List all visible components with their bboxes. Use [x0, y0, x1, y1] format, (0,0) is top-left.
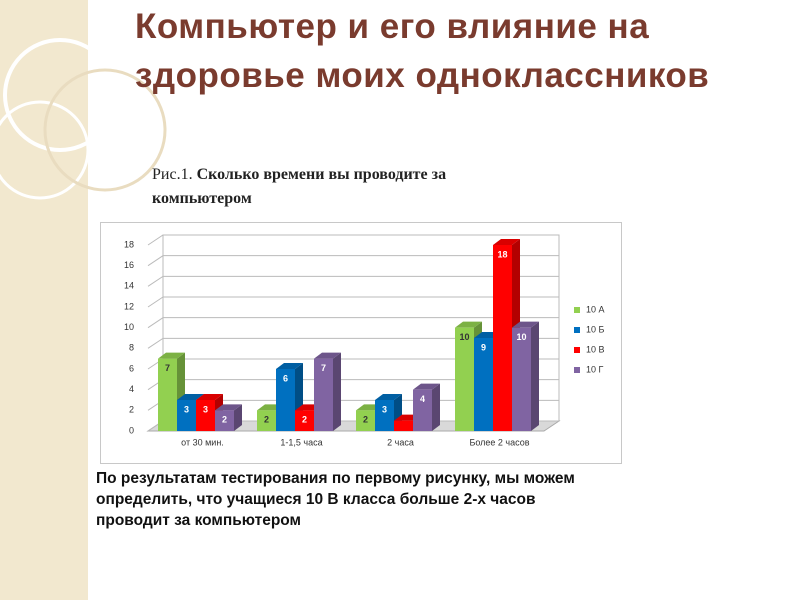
bar: [493, 245, 512, 431]
legend-label: 10 А: [586, 304, 605, 314]
data-label: 9: [481, 342, 486, 352]
bar: [257, 410, 276, 431]
legend-marker: [574, 327, 580, 333]
data-label: 10: [516, 332, 526, 342]
bar-top: [512, 321, 539, 328]
legend-label: 10 Г: [586, 364, 604, 374]
caption: Сколько времени вы проводите за компьюте…: [152, 166, 447, 207]
bar: [215, 410, 234, 431]
bar-top: [493, 239, 520, 245]
bar-top: [276, 363, 303, 369]
bar: [394, 420, 413, 431]
bar: [158, 358, 177, 431]
y-tick-label: 18: [124, 239, 134, 249]
data-label: 3: [203, 404, 208, 414]
legend-marker: [574, 347, 580, 353]
data-label: 2: [222, 415, 227, 425]
ornament: [3, 38, 117, 152]
bar: [512, 327, 531, 431]
grid-line: [147, 275, 559, 287]
bar: [295, 410, 314, 431]
legend-marker: [574, 367, 580, 373]
bar-top: [158, 352, 185, 359]
bar-top: [375, 394, 402, 400]
legend-label: 10 В: [586, 344, 605, 354]
y-tick-label: 16: [124, 260, 134, 270]
bar: [177, 400, 196, 431]
grid-line: [147, 296, 559, 308]
y-tick-label: 8: [129, 343, 134, 353]
bar-side: [432, 383, 440, 431]
data-label: 2: [264, 415, 269, 425]
x-tick-label: от 30 мин.: [181, 437, 224, 447]
grid-line: [147, 317, 559, 329]
bar-side: [531, 321, 539, 431]
figure-caption: Рис.1. Сколько времени вы проводите за к…: [152, 163, 542, 211]
data-label: 6: [283, 373, 288, 383]
bar-top: [413, 383, 440, 390]
side-strip: [0, 0, 88, 600]
chart: 0 2 4 6 8 10 12 14 16 18 от 30 мин. 1-1,5 часа 2 час…: [100, 222, 622, 464]
data-label: 7: [165, 363, 170, 373]
data-label: 7: [321, 363, 326, 373]
x-tick-label: 2 часа: [387, 437, 414, 447]
bar: [413, 389, 432, 431]
ornament: [43, 68, 167, 192]
caption-prefix: Рис.1.: [152, 166, 193, 183]
grid-line: [147, 234, 559, 246]
x-tick-label: Более 2 часов: [469, 437, 529, 447]
bar: [455, 327, 474, 431]
grid-line: [147, 255, 559, 267]
bar-top: [177, 394, 204, 400]
bar-top: [215, 404, 242, 411]
y-tick-label: 2: [129, 405, 134, 415]
data-label: 4: [420, 394, 425, 404]
data-label: 2: [302, 415, 307, 425]
bar-top: [314, 352, 341, 359]
data-label: 18: [497, 249, 507, 259]
slide-title: Компьютер и его влияние на здоровье моих…: [135, 7, 710, 95]
x-tick-label: 1-1,5 часа: [280, 437, 322, 447]
bar: [356, 410, 375, 431]
data-label: 3: [382, 404, 387, 414]
legend-label: 10 Б: [586, 324, 605, 334]
bar-top: [455, 321, 482, 328]
grid-line: [147, 337, 559, 349]
bar: [314, 358, 333, 431]
bar: [196, 400, 215, 431]
data-label: 2: [363, 415, 368, 425]
bar: [474, 338, 493, 431]
y-tick-label: 4: [129, 384, 134, 394]
data-label: 10: [459, 332, 469, 342]
legend-marker: [574, 307, 580, 313]
bar-side: [333, 352, 341, 431]
y-tick-label: 10: [124, 322, 134, 332]
body-text: По результатам тестирования по первому р…: [96, 470, 575, 529]
y-tick-label: 6: [129, 363, 134, 373]
bar-top: [196, 394, 223, 400]
ornament: [0, 100, 90, 200]
y-tick-label: 14: [124, 281, 134, 291]
y-tick-label: 0: [129, 425, 134, 435]
y-tick-label: 12: [124, 301, 134, 311]
bar: [375, 400, 394, 431]
bar: [276, 369, 295, 431]
bar-side: [234, 404, 242, 431]
data-label: 3: [184, 404, 189, 414]
